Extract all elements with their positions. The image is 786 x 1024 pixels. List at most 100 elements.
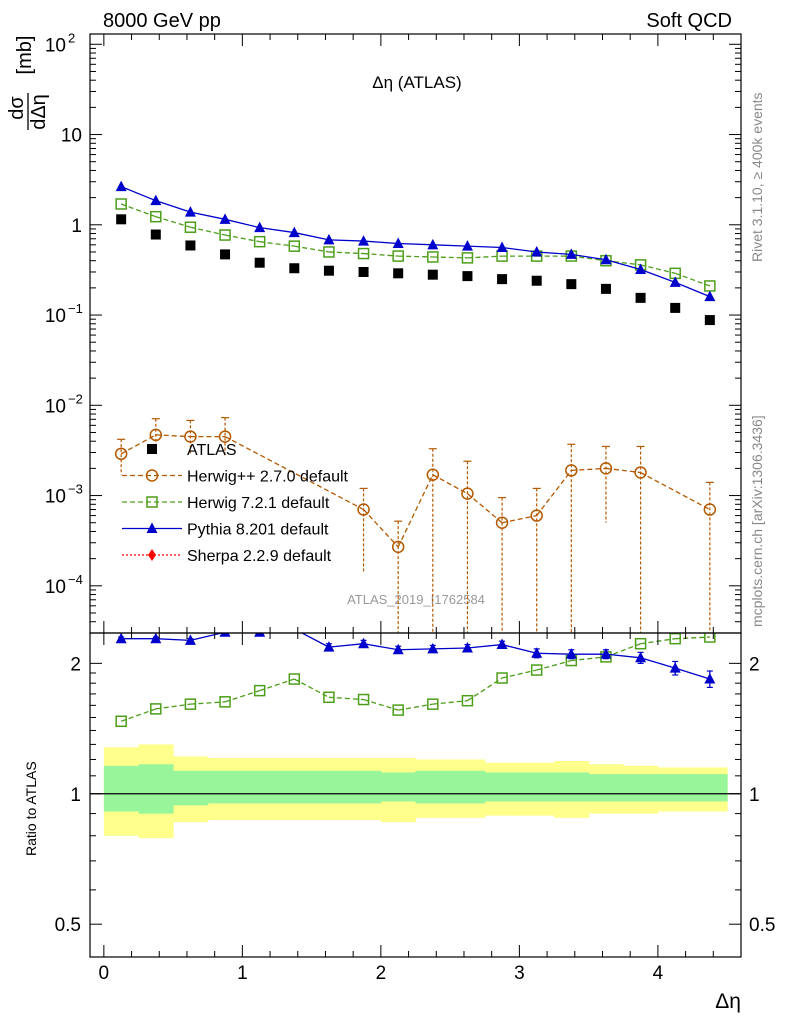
ratio-line-segment bbox=[155, 703, 191, 710]
header-right: Soft QCD bbox=[646, 10, 732, 32]
data-point bbox=[565, 464, 578, 477]
series-line-segment bbox=[398, 242, 433, 246]
ratio-point bbox=[531, 647, 543, 658]
ratio-x-tick-label: 2 bbox=[376, 963, 387, 984]
uncertainty-band-inner bbox=[588, 774, 624, 802]
main-y-tick-label: 10 bbox=[45, 306, 66, 327]
main-ylabel-denominator: dΔη bbox=[28, 94, 50, 130]
ratio-line-segment bbox=[398, 703, 433, 711]
data-point bbox=[358, 235, 370, 246]
ratio-panel: 0.5 0.5 1 1 2 2 0 1 2 3 4 bbox=[55, 629, 775, 984]
data-point bbox=[391, 540, 405, 554]
series-line-segment bbox=[294, 245, 330, 253]
ratio-line-segment bbox=[605, 643, 641, 658]
ratio-line-segment bbox=[501, 643, 537, 654]
ratio-point bbox=[427, 698, 439, 710]
series-line-segment bbox=[605, 467, 641, 474]
ratio-line-segment bbox=[432, 700, 468, 705]
uncertainty-band-inner bbox=[346, 770, 382, 804]
ratio-point bbox=[115, 715, 127, 728]
series-line-segment bbox=[224, 234, 260, 243]
uncertainty-band-inner bbox=[242, 770, 278, 804]
uncertainty-band-inner bbox=[623, 774, 659, 802]
data-point bbox=[184, 221, 197, 233]
series-line-segment bbox=[120, 434, 157, 455]
ratio-point bbox=[461, 641, 473, 653]
series-line-segment bbox=[536, 251, 572, 256]
ratio-point bbox=[496, 672, 508, 684]
data-point bbox=[427, 238, 439, 250]
data-point bbox=[634, 466, 647, 479]
data-point bbox=[530, 509, 543, 522]
series-line-segment bbox=[640, 264, 676, 274]
ratio-point bbox=[150, 703, 162, 715]
ratio-y-tick-label-left: 1 bbox=[70, 785, 81, 806]
data-point bbox=[254, 257, 265, 268]
legend-marker bbox=[148, 549, 156, 561]
series-line-segment bbox=[674, 272, 711, 287]
data-point bbox=[427, 251, 439, 263]
data-point bbox=[219, 229, 231, 241]
ratio-point bbox=[530, 664, 543, 676]
series-line-segment bbox=[328, 251, 364, 255]
ratio-xlabel: Δη bbox=[715, 990, 741, 1013]
data-point bbox=[426, 468, 440, 482]
ratio-y-tick-label-right: 1 bbox=[749, 785, 760, 806]
ratio-point bbox=[565, 648, 577, 659]
data-point bbox=[115, 198, 127, 210]
main-y-tick-label: 10 bbox=[45, 396, 66, 417]
data-point bbox=[218, 430, 232, 443]
legend-entry-label: Sherpa 2.2.9 default bbox=[187, 548, 332, 565]
ratio-point bbox=[427, 642, 439, 654]
series-line-segment bbox=[259, 226, 295, 234]
ratio-y-tick-label-left: 0.5 bbox=[55, 915, 81, 936]
ratio-line-segment bbox=[224, 690, 260, 703]
uncertainty-band-inner bbox=[657, 774, 694, 802]
main-y-tick-label: 10 bbox=[45, 577, 66, 598]
series-line-segment bbox=[536, 470, 572, 516]
legend-marker bbox=[146, 522, 158, 533]
data-point bbox=[531, 245, 543, 257]
legend-entry-label: ATLAS bbox=[187, 442, 237, 459]
data-point bbox=[253, 235, 266, 248]
ratio-point bbox=[323, 691, 335, 704]
data-point bbox=[461, 487, 474, 500]
ratio-line-segment bbox=[260, 629, 295, 632]
ratio-line-segment bbox=[363, 698, 399, 711]
data-point bbox=[150, 210, 162, 223]
series-line-segment bbox=[571, 255, 607, 262]
data-point bbox=[462, 271, 473, 282]
mcplots-label: mcplots.cern.ch [arXiv:1306.3436] bbox=[749, 415, 765, 627]
data-point bbox=[115, 180, 127, 192]
series-line-segment bbox=[605, 259, 641, 271]
ratio-point bbox=[392, 704, 404, 716]
ratio-line-segment bbox=[120, 708, 157, 722]
ratio-point bbox=[184, 698, 197, 710]
data-point bbox=[116, 214, 127, 225]
ratio-point bbox=[115, 633, 127, 644]
data-point bbox=[670, 302, 681, 313]
data-point bbox=[599, 462, 613, 475]
run-annotation: ATLAS_2019_I1762584 bbox=[347, 592, 485, 607]
data-point bbox=[531, 275, 542, 286]
data-point bbox=[635, 263, 647, 274]
uncertainty-band-inner bbox=[692, 774, 728, 802]
data-point bbox=[669, 276, 681, 287]
main-y-tick-label: 10 bbox=[45, 487, 66, 508]
data-point bbox=[704, 290, 716, 302]
ratio-line-segment bbox=[363, 643, 399, 651]
series-line-segment bbox=[294, 231, 330, 241]
uncertainty-band-inner bbox=[138, 764, 174, 814]
series-line-segment bbox=[501, 514, 537, 524]
ratio-data-layer bbox=[90, 629, 741, 839]
data-point bbox=[288, 226, 300, 238]
series-line-segment bbox=[432, 474, 468, 495]
ratio-line-segment bbox=[467, 677, 503, 702]
legend-marker bbox=[146, 496, 158, 508]
ratio-frame bbox=[89, 632, 742, 958]
data-point bbox=[185, 240, 196, 251]
series-line-segment bbox=[640, 268, 676, 284]
ratio-point bbox=[219, 696, 231, 708]
main-data-layer bbox=[114, 180, 717, 633]
uncertainty-band-inner bbox=[450, 770, 486, 804]
